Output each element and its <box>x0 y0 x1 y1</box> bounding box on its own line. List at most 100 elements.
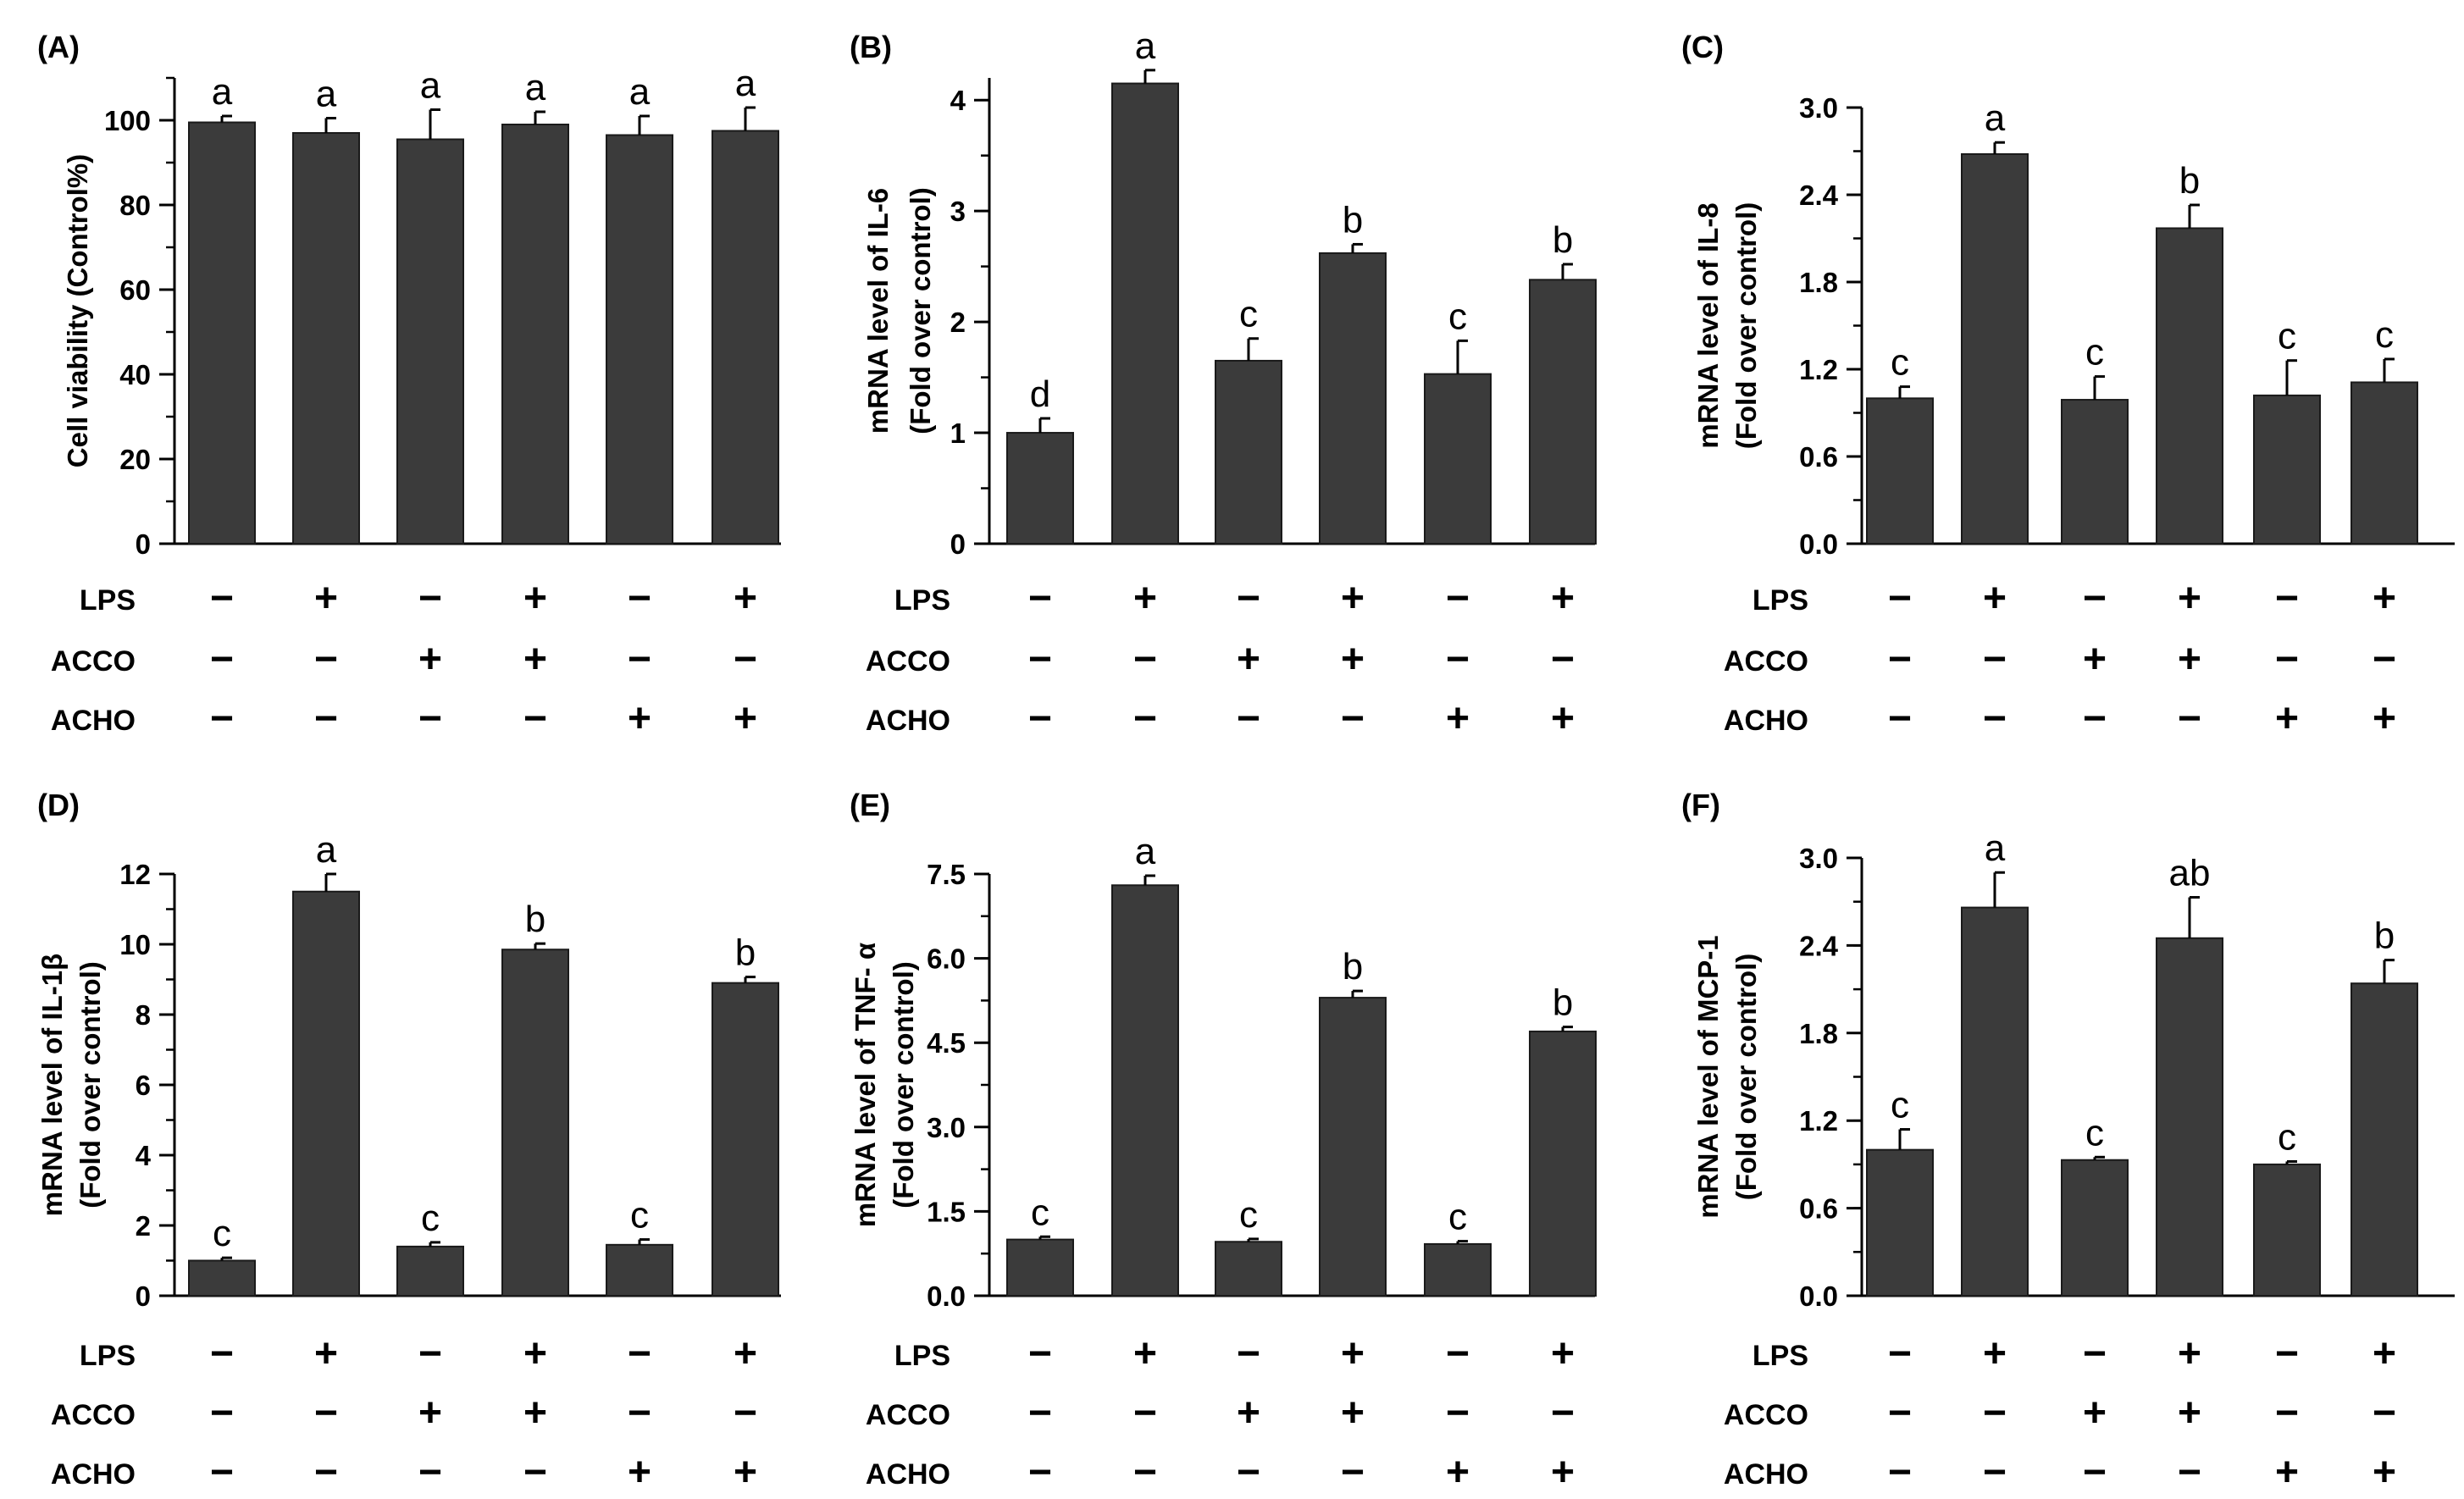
treatment-mark: − <box>628 1331 651 1376</box>
significance-letter: c <box>421 1198 440 1239</box>
y-tick-label: 0 <box>136 1281 151 1312</box>
significance-letter: b <box>525 899 545 940</box>
treatment-mark: − <box>1028 1391 1052 1435</box>
bar <box>1319 252 1387 545</box>
chart-panel-c: (C) 0.0 0.6 1.2 1.8 2.4 3.0 mRNA level of IL-8(… <box>1681 30 2455 741</box>
treatment-mark: + <box>628 696 651 741</box>
y-axis-label: mRNA level of MCP-1 <box>1692 935 1724 1218</box>
chart-panel-a: (A) 0 20 40 60 80 100 Cell viability (Control%)… <box>37 30 781 741</box>
bar <box>1866 1148 1934 1297</box>
y-tick-label: 6.0 <box>927 943 966 975</box>
y-axis-label: (Fold over control) <box>75 961 106 1209</box>
treatment-mark: − <box>210 696 234 741</box>
y-axis-label: (Fold over control) <box>888 961 919 1209</box>
treatment-mark: − <box>2178 1450 2201 1495</box>
bar <box>501 124 569 545</box>
treatment-mark: − <box>1237 1450 1260 1495</box>
treatment-mark: − <box>523 696 547 741</box>
significance-letter: a <box>1135 831 1156 872</box>
y-tick-label: 1.2 <box>1799 354 1838 385</box>
y-axis-label: mRNA level of IL-8 <box>1692 202 1724 448</box>
treatment-mark: + <box>1551 1450 1575 1495</box>
treatment-mark: − <box>1028 576 1052 621</box>
chart-panel-d: (D) 0 2 4 6 8 10 12 mRNA level of IL-1β (Fold ove… <box>36 788 781 1495</box>
y-tick-label: 0.0 <box>1799 1281 1838 1312</box>
treatment-mark: − <box>210 1391 234 1435</box>
significance-letter: d <box>1030 373 1050 415</box>
y-tick-label: 4 <box>950 85 966 116</box>
treatment-mark: + <box>418 1391 442 1435</box>
treatment-mark: − <box>2083 696 2107 741</box>
bar <box>1424 1242 1492 1297</box>
treatment-mark: + <box>2373 1450 2396 1495</box>
treatment-mark: − <box>1237 576 1260 621</box>
treatment-mark: − <box>210 1331 234 1376</box>
treatment-mark: − <box>210 637 234 682</box>
treatment-mark: − <box>1551 637 1575 682</box>
treatment-mark: − <box>1888 1391 1912 1435</box>
treatment-mark: − <box>628 1391 651 1435</box>
treatment-label-acco: ACCO <box>51 1399 136 1431</box>
bar <box>188 121 256 545</box>
treatment-mark: + <box>734 1331 757 1376</box>
bar <box>1215 359 1282 545</box>
treatment-mark: + <box>2373 696 2396 741</box>
treatment-mark: − <box>2275 1331 2299 1376</box>
bar <box>2156 227 2223 545</box>
treatment-mark: − <box>1133 696 1157 741</box>
treatment-mark: − <box>1551 1391 1575 1435</box>
treatment-mark: − <box>2275 637 2299 682</box>
significance-letter: c <box>1448 296 1467 337</box>
significance-letter: b <box>735 932 756 974</box>
treatment-mark: − <box>2275 576 2299 621</box>
treatment-mark: − <box>1237 1331 1260 1376</box>
treatment-mark: + <box>1341 1391 1365 1435</box>
treatment-mark: + <box>314 576 338 621</box>
significance-letter: c <box>2278 316 2296 357</box>
treatment-mark: + <box>1983 576 2007 621</box>
treatment-mark: + <box>2178 1391 2201 1435</box>
treatment-mark: + <box>1983 1331 2007 1376</box>
treatment-label-acho: ACHO <box>51 705 136 737</box>
treatment-mark: + <box>2275 1450 2299 1495</box>
bar <box>188 1259 256 1297</box>
treatment-mark: − <box>2373 1391 2396 1435</box>
bar <box>1424 373 1492 545</box>
treatment-mark: − <box>1983 637 2007 682</box>
significance-letter: b <box>1553 982 1573 1024</box>
treatment-mark: − <box>314 696 338 741</box>
treatment-mark: − <box>1028 1331 1052 1376</box>
y-tick-label: 0.0 <box>927 1281 966 1312</box>
treatment-mark: − <box>2275 1391 2299 1435</box>
bar <box>2061 1159 2129 1297</box>
y-tick-label: 3.0 <box>927 1112 966 1143</box>
treatment-mark: − <box>1446 637 1470 682</box>
y-tick-label: 4 <box>136 1140 152 1171</box>
y-tick-label: 3.0 <box>1799 843 1838 874</box>
treatment-mark: − <box>2373 637 2396 682</box>
bar <box>1215 1241 1282 1297</box>
significance-letter: a <box>525 67 546 108</box>
treatment-mark: + <box>523 576 547 621</box>
treatment-mark: + <box>1446 696 1470 741</box>
treatment-mark: − <box>418 1331 442 1376</box>
y-axis-label: (Fold over control) <box>905 187 936 434</box>
y-tick-label: 2.4 <box>1799 930 1839 961</box>
y-tick-label: 20 <box>119 444 151 475</box>
treatment-mark: + <box>1551 696 1575 741</box>
significance-letter: c <box>2278 1116 2296 1158</box>
treatment-mark: − <box>1133 1391 1157 1435</box>
significance-letter: c <box>1031 1192 1049 1233</box>
bar <box>2061 399 2129 545</box>
significance-letter: a <box>1985 97 2006 139</box>
treatment-mark: − <box>418 1450 442 1495</box>
y-tick-label: 2 <box>950 307 966 338</box>
bar <box>712 982 779 1297</box>
significance-letter: a <box>1135 25 1156 67</box>
bar <box>1111 884 1179 1297</box>
significance-letter: ab <box>2169 853 2211 894</box>
bar <box>1961 152 2029 545</box>
treatment-mark: + <box>1341 576 1365 621</box>
treatment-mark: − <box>1888 1331 1912 1376</box>
y-axis-label: Cell viability (Control%) <box>62 154 93 467</box>
